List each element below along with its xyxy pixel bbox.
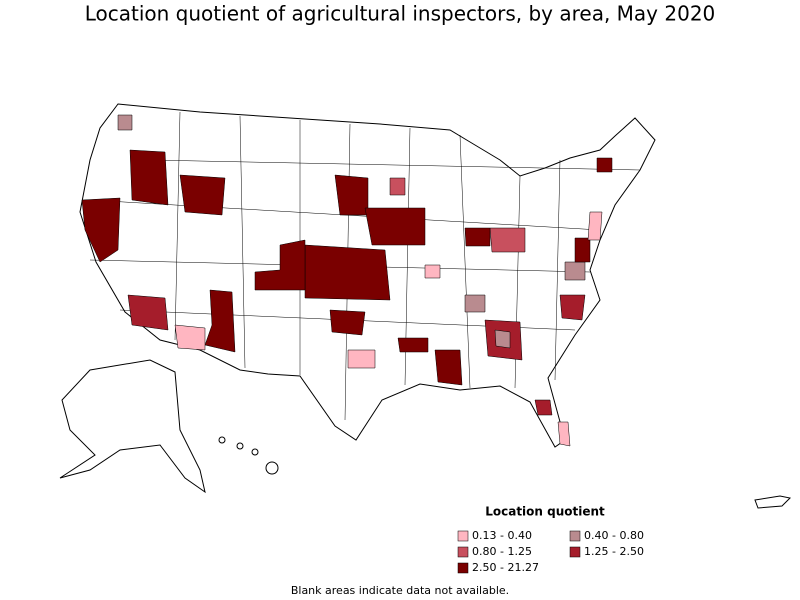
legend-swatch bbox=[569, 530, 581, 542]
legend-title: Location quotient bbox=[485, 505, 605, 519]
legend: Location quotient 0.13 - 0.40 0.40 - 0.80… bbox=[457, 505, 644, 574]
hawaii bbox=[218, 436, 279, 475]
legend-swatch bbox=[457, 546, 469, 558]
alaska bbox=[59, 359, 206, 494]
title: Location quotient of agricultural inspec… bbox=[85, 2, 716, 26]
legend-swatch bbox=[569, 546, 581, 558]
legend-label: 0.80 - 1.25 bbox=[472, 545, 532, 558]
legend-label: 0.40 - 0.80 bbox=[584, 529, 644, 542]
us-map bbox=[59, 103, 792, 509]
legend-label: 0.13 - 0.40 bbox=[472, 529, 532, 542]
puerto-rico bbox=[754, 495, 792, 509]
area-fills bbox=[81, 114, 613, 447]
legend-swatch bbox=[457, 530, 469, 542]
legend-swatch bbox=[457, 562, 469, 574]
footnote: Blank areas indicate data not available. bbox=[291, 584, 509, 597]
legend-label: 1.25 - 2.50 bbox=[584, 545, 644, 558]
legend-label: 2.50 - 21.27 bbox=[472, 561, 539, 574]
